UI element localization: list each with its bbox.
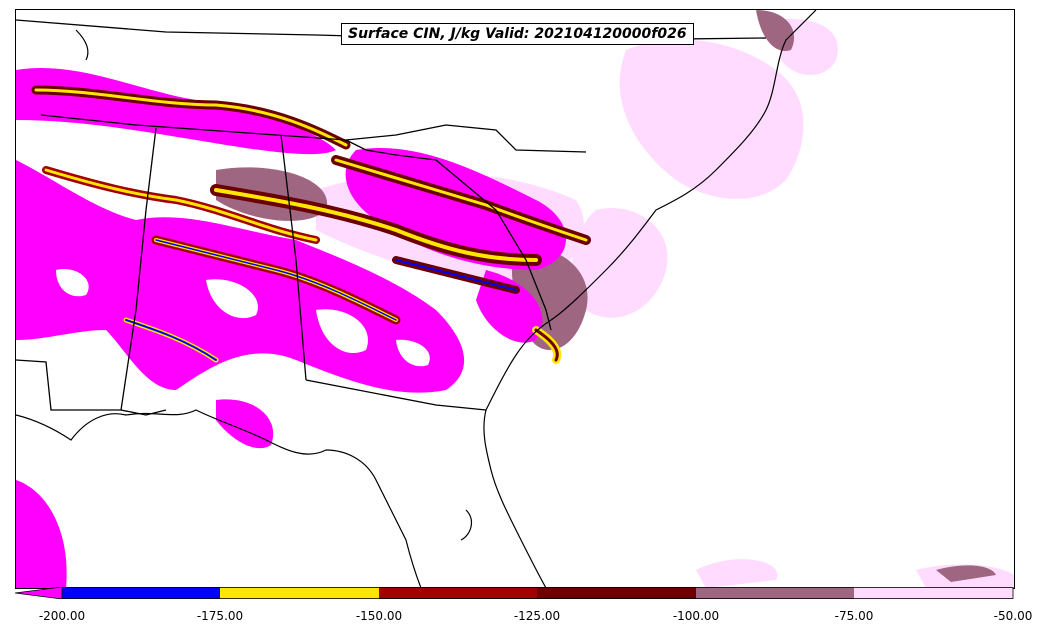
colorbar-tick-label: -100.00	[672, 609, 720, 623]
coastline	[16, 10, 817, 588]
cin-field-gaps	[56, 269, 430, 367]
colorbar-segment-5	[696, 587, 854, 599]
colorbar-tick-label: -200.00	[38, 609, 86, 623]
map-panel: Surface CIN, J/kg Valid: 202104120000f02…	[15, 9, 1015, 589]
colorbar-tick-label: -150.00	[355, 609, 403, 623]
colorbar-segment-4	[537, 587, 696, 599]
colorbar-segment-6	[854, 587, 1013, 599]
colorbar-tick-label: -50.00	[993, 609, 1033, 623]
colorbar-frame	[61, 587, 1014, 599]
colorbar-under-arrow	[15, 587, 63, 599]
colorbar-segment-1	[62, 587, 220, 599]
cin-map	[16, 10, 1014, 588]
colorbar-tick-label: -75.00	[834, 609, 874, 623]
colorbar	[15, 587, 1014, 599]
colorbar-tick-label: -175.00	[196, 609, 244, 623]
map-title: Surface CIN, J/kg Valid: 202104120000f02…	[341, 23, 694, 45]
colorbar-segment-2	[220, 587, 379, 599]
colorbar-tick-label: -125.00	[513, 609, 561, 623]
cin-field-bands	[31, 85, 591, 364]
colorbar-segment-3	[379, 587, 537, 599]
cin-field-magenta	[16, 67, 566, 588]
